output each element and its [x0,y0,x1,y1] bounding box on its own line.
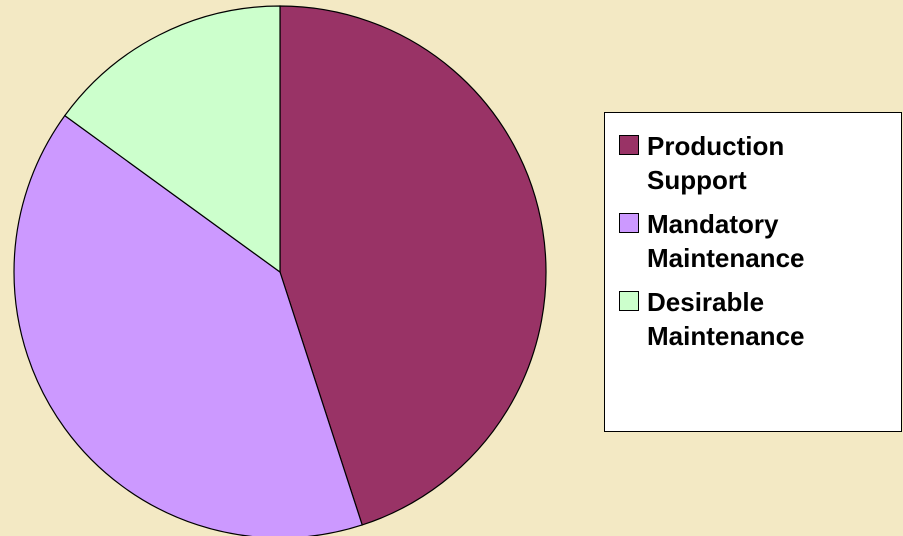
pie-slice [63,5,281,274]
pie-slice [13,114,363,536]
legend-label: Production Support [647,131,785,195]
legend-item: Mandatory Maintenance [619,207,901,275]
legend-swatch [619,135,639,155]
legend-item: Production Support [619,129,901,197]
legend-item: Desirable Maintenance [619,285,901,353]
legend-label: Desirable Maintenance [647,287,805,351]
pie-slice [279,5,547,526]
legend-swatch [619,213,639,233]
legend: Production Support Mandatory Maintenance D… [604,112,902,432]
legend-swatch [619,291,639,311]
legend-label: Mandatory Maintenance [647,209,805,273]
